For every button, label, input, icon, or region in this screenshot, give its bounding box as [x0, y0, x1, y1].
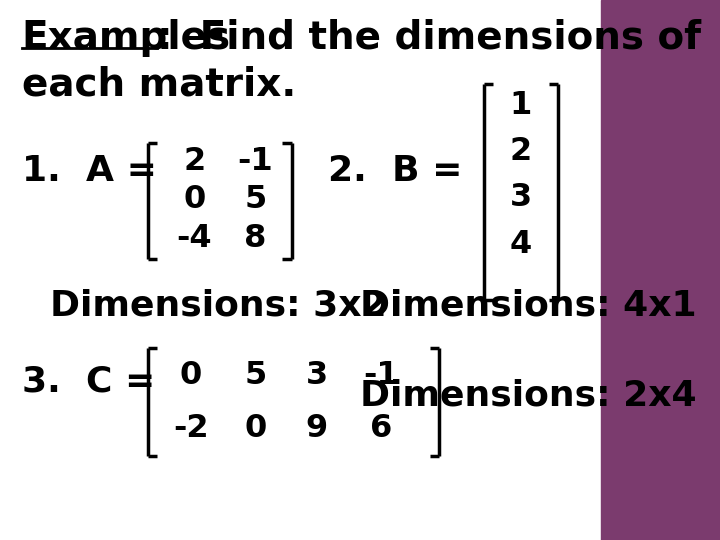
Text: 9: 9 — [306, 413, 328, 444]
Text: -2: -2 — [173, 413, 209, 444]
Text: 3.  C =: 3. C = — [22, 364, 168, 399]
Text: -1: -1 — [364, 360, 400, 391]
Text: 1.  A =: 1. A = — [22, 154, 169, 188]
Text: 5: 5 — [245, 184, 266, 215]
Text: 0: 0 — [184, 184, 205, 215]
Text: 2: 2 — [184, 146, 205, 178]
Text: -4: -4 — [176, 223, 212, 254]
Text: Dimensions: 2x4: Dimensions: 2x4 — [360, 378, 697, 412]
Text: 2: 2 — [510, 136, 531, 167]
Text: each matrix.: each matrix. — [22, 66, 296, 104]
Text: 6: 6 — [371, 413, 392, 444]
Text: 5: 5 — [245, 360, 266, 391]
Text: Examples: Examples — [22, 19, 230, 57]
Text: 3: 3 — [510, 181, 531, 213]
Text: -1: -1 — [238, 146, 274, 178]
Text: :  Find the dimensions of: : Find the dimensions of — [157, 19, 701, 57]
Text: 3: 3 — [306, 360, 328, 391]
Text: 2.  B =: 2. B = — [328, 154, 474, 188]
Text: 0: 0 — [180, 360, 202, 391]
Text: 1: 1 — [509, 90, 532, 121]
Text: Dimensions: 4x1: Dimensions: 4x1 — [360, 289, 697, 323]
Text: 0: 0 — [245, 413, 266, 444]
Text: 8: 8 — [244, 223, 267, 254]
Text: 4: 4 — [510, 228, 531, 260]
Text: Dimensions: 3x2: Dimensions: 3x2 — [50, 289, 387, 323]
